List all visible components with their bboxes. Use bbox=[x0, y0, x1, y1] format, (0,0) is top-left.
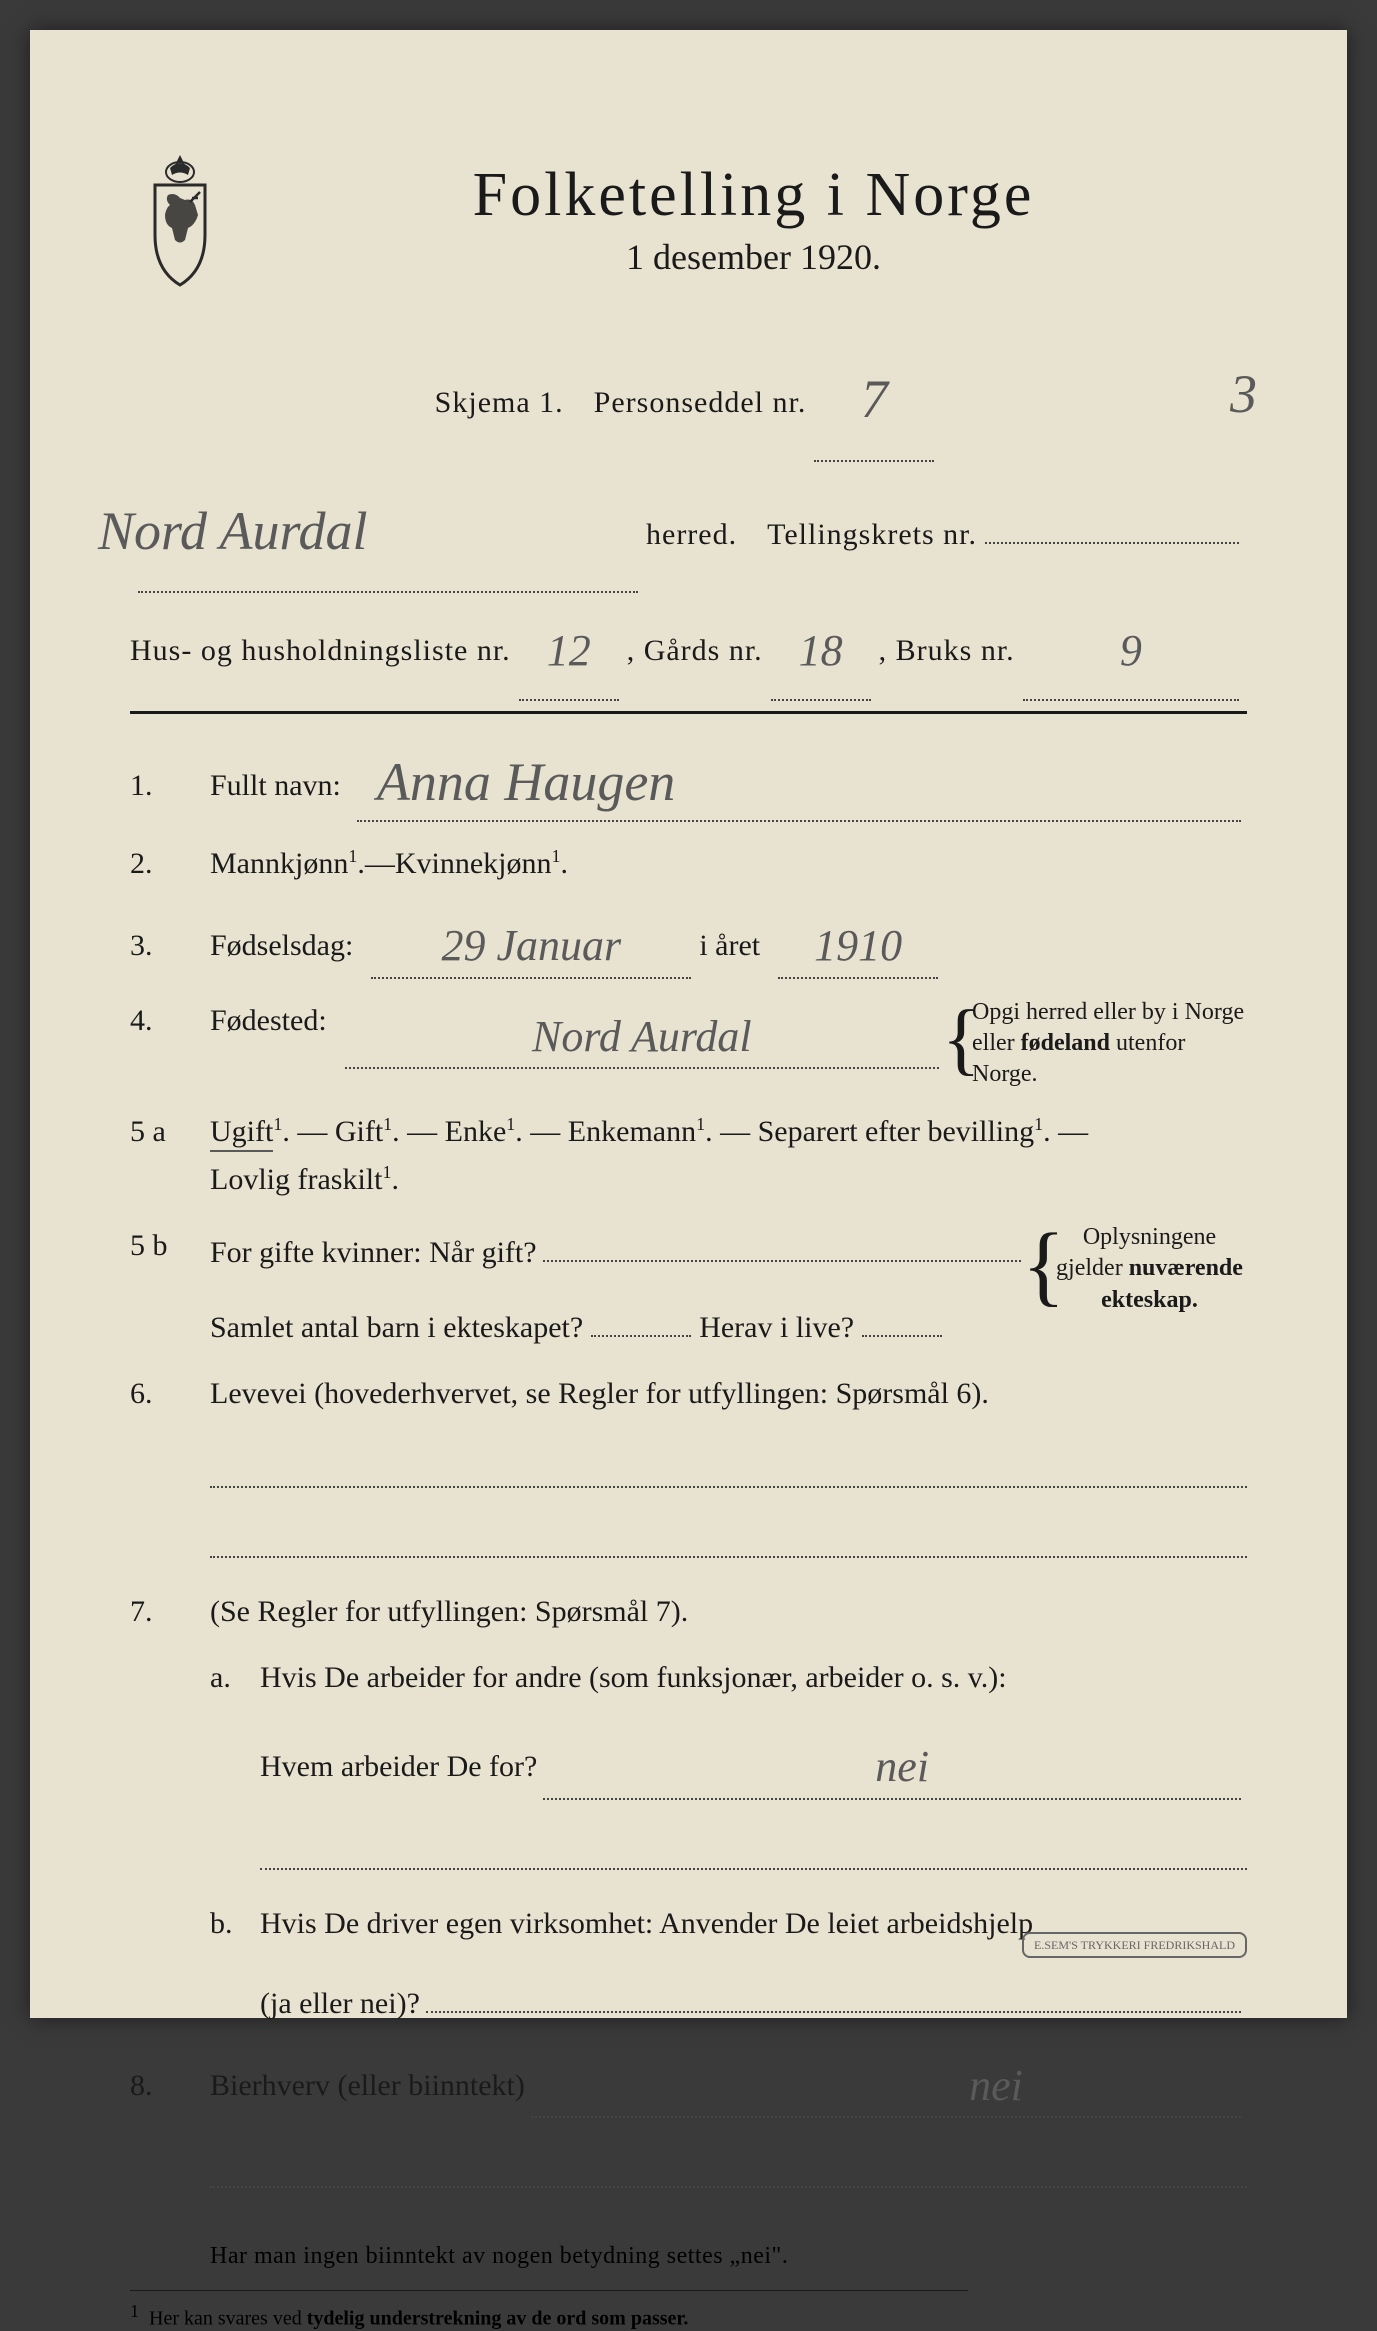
q5b-l2: Samlet antal barn i ekteskapet? bbox=[210, 1304, 583, 1352]
skjema-label: Skjema 1. bbox=[435, 367, 564, 439]
q8-blank bbox=[210, 2148, 1247, 2188]
q5a-opt-2: Enke bbox=[445, 1115, 507, 1148]
hus-label: Hus- og husholdningsliste nr. bbox=[130, 615, 511, 687]
q6-num: 6. bbox=[130, 1370, 210, 1418]
q7-row: 7. (Se Regler for utfyllingen: Spørsmål … bbox=[130, 1588, 1247, 1636]
q4-label: Fødested: bbox=[210, 997, 327, 1045]
q5a-opt-4: Separert efter bevilling bbox=[758, 1115, 1035, 1148]
coat-of-arms-icon bbox=[130, 150, 230, 290]
q3-label: Fødselsdag: bbox=[210, 922, 353, 970]
personseddel-nr: 7 bbox=[861, 369, 888, 429]
q3-year: 1910 bbox=[814, 921, 902, 970]
q7a-l1: Hvis De arbeider for andre (som funksjon… bbox=[260, 1654, 1247, 1702]
q6-blank2 bbox=[210, 1518, 1247, 1558]
q7a-num: a. bbox=[210, 1654, 260, 1702]
q5b-note: Oplysningene gjelder nuværende ekteskap. bbox=[1027, 1222, 1247, 1316]
q5a-opt-1: Gift bbox=[335, 1115, 383, 1148]
footer-note: Har man ingen biinntekt av nogen betydni… bbox=[130, 2228, 1247, 2270]
q2-row: 2. Mannkjønn1. — Kvinnekjønn1. bbox=[130, 840, 1247, 888]
q5b-row: 5 b For gifte kvinner: Når gift? Samlet … bbox=[130, 1222, 1247, 1352]
sub-title: 1 desember 1920. bbox=[260, 236, 1247, 278]
bruks-nr: 9 bbox=[1120, 626, 1142, 675]
q2-num: 2. bbox=[130, 840, 210, 888]
q6-row: 6. Levevei (hovederhvervet, se Regler fo… bbox=[130, 1370, 1247, 1418]
footer-fine: 1 Her kan svares ved tydelig understrekn… bbox=[130, 2290, 968, 2331]
q4-value: Nord Aurdal bbox=[532, 1012, 752, 1061]
herred-value: Nord Aurdal bbox=[98, 501, 368, 561]
main-title: Folketelling i Norge bbox=[260, 160, 1247, 231]
printer-stamp: E.SEM'S TRYKKERI FREDRIKSHALD bbox=[1022, 1932, 1247, 1958]
q6-blank bbox=[210, 1448, 1247, 1488]
q1-row: 1. Fullt navn: Anna Haugen bbox=[130, 734, 1247, 822]
gards-label: Gårds nr. bbox=[644, 615, 763, 687]
q7b-row: b. Hvis De driver egen virksomhet: Anven… bbox=[210, 1900, 1247, 2028]
q1-num: 1. bbox=[130, 762, 210, 810]
q5a-opt-0: Ugift bbox=[210, 1115, 273, 1152]
census-form-page: Folketelling i Norge 1 desember 1920. Sk… bbox=[30, 30, 1347, 2018]
q3-num: 3. bbox=[130, 922, 210, 970]
q5b-num: 5 b bbox=[130, 1222, 210, 1270]
divider bbox=[130, 711, 1247, 714]
q6-text: Levevei (hovederhvervet, se Regler for u… bbox=[210, 1370, 989, 1418]
q7b-l2: (ja eller nei)? bbox=[260, 1980, 420, 2028]
q7a-value: nei bbox=[875, 1742, 929, 1791]
q3-day: 29 Januar bbox=[442, 921, 622, 970]
q5a-opt-3: Enkemann bbox=[568, 1115, 696, 1148]
q8-row: 8. Bierhverv (eller biinntekt) nei bbox=[130, 2046, 1247, 2118]
header: Folketelling i Norge 1 desember 1920. bbox=[130, 150, 1247, 290]
q5a-num: 5 a bbox=[130, 1108, 210, 1156]
tellingskrets-label: Tellingskrets nr. bbox=[767, 499, 977, 571]
q1-value: Anna Haugen bbox=[377, 752, 675, 812]
q4-row: 4. Fødested: Nord Aurdal Opgi herred ell… bbox=[130, 997, 1247, 1091]
q4-num: 4. bbox=[130, 997, 210, 1045]
q7a-row: a. Hvis De arbeider for andre (som funks… bbox=[210, 1654, 1247, 1799]
q1-label: Fullt navn: bbox=[210, 762, 341, 810]
q5b-l3: Herav i live? bbox=[699, 1304, 854, 1352]
q3-year-label: i året bbox=[699, 922, 760, 970]
tellingskrets-nr: 3 bbox=[1230, 330, 1257, 460]
title-block: Folketelling i Norge 1 desember 1920. bbox=[260, 150, 1247, 278]
q2-opt-k: Kvinnekjønn1. bbox=[395, 840, 568, 888]
q8-num: 8. bbox=[130, 2062, 210, 2110]
q3-row: 3. Fødselsdag: 29 Januar i året 1910 bbox=[130, 906, 1247, 978]
q7-num: 7. bbox=[130, 1588, 210, 1636]
meta-section: Skjema 1. Personseddel nr. 7 3 Nord Aurd… bbox=[130, 330, 1247, 701]
q5b-l1: For gifte kvinner: Når gift? bbox=[210, 1229, 537, 1277]
q2-opt-m: Mannkjønn1. bbox=[210, 840, 365, 888]
q4-note: Opgi herred eller by i Norge eller fødel… bbox=[947, 997, 1247, 1091]
q5a-opt-5: Lovlig fraskilt bbox=[210, 1163, 382, 1196]
q7-intro: (Se Regler for utfyllingen: Spørsmål 7). bbox=[210, 1588, 688, 1636]
q8-value: nei bbox=[969, 2061, 1023, 2110]
q8-label: Bierhverv (eller biinntekt) bbox=[210, 2062, 525, 2110]
hus-nr: 12 bbox=[547, 626, 591, 675]
bruks-label: Bruks nr. bbox=[896, 615, 1015, 687]
q7a-blank bbox=[260, 1830, 1247, 1870]
q7b-num: b. bbox=[210, 1900, 260, 1948]
q7a-l2: Hvem arbeider De for? bbox=[260, 1743, 537, 1791]
personseddel-label: Personseddel nr. bbox=[594, 367, 807, 439]
q5a-row: 5 a Ugift1. — Gift1. — Enke1. — Enkemann… bbox=[130, 1108, 1247, 1204]
herred-label: herred. bbox=[646, 499, 737, 571]
gards-nr: 18 bbox=[799, 626, 843, 675]
